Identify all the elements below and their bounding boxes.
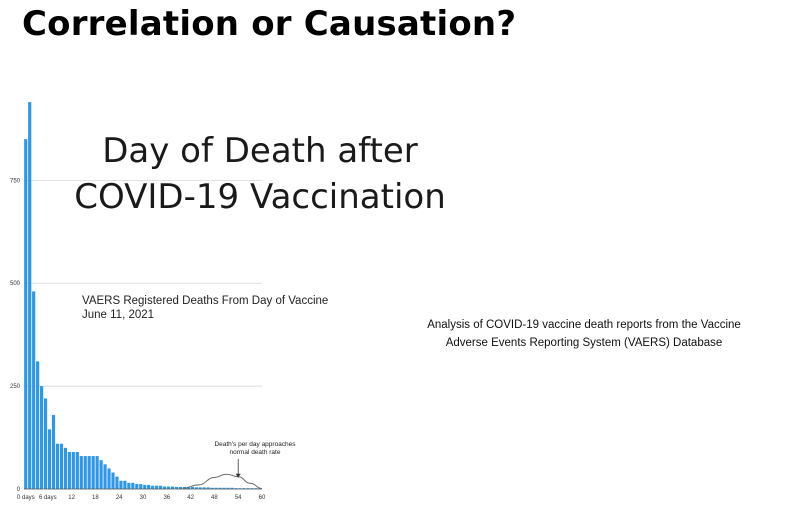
bar	[238, 488, 242, 489]
x-tick-label: 48	[211, 495, 218, 501]
bar	[147, 484, 151, 489]
x-tick-label: 6 days	[39, 495, 57, 501]
bar	[206, 487, 210, 489]
chart-title-line: COVID-19 Vaccination	[74, 177, 446, 217]
bar	[67, 451, 71, 489]
annotation-line: Death's per day approaches	[214, 441, 296, 448]
bar	[71, 451, 75, 489]
bar	[55, 443, 60, 489]
bar	[51, 414, 56, 489]
x-tick-label: 12	[68, 495, 75, 501]
bar	[214, 487, 218, 489]
bar	[230, 487, 234, 489]
bar	[59, 443, 64, 489]
chart-annotation: Death's per day approaches normal death …	[190, 441, 320, 456]
bar	[43, 398, 48, 489]
bar	[222, 487, 226, 489]
bar	[143, 484, 147, 489]
bar	[135, 484, 139, 489]
bar	[190, 486, 194, 489]
description-line: Adverse Events Reporting System (VAERS) …	[445, 337, 723, 349]
x-tick-label: 60	[259, 495, 266, 501]
bar	[198, 487, 202, 489]
y-tick-label: 0	[17, 487, 21, 493]
bar	[162, 486, 167, 489]
bar	[79, 456, 83, 489]
bar	[28, 102, 32, 490]
slide-title: Correlation or Causation?	[22, 4, 517, 44]
x-tick-label: 30	[140, 495, 147, 501]
bar	[63, 447, 67, 489]
bar	[218, 487, 222, 489]
bar	[127, 482, 131, 489]
normal-rate-curve	[182, 459, 263, 490]
bar	[47, 429, 52, 489]
chart-title: Day of Death after COVID-19 Vaccination	[60, 128, 460, 220]
bar	[103, 464, 107, 489]
bar	[186, 486, 190, 489]
annotation-line: normal death rate	[229, 448, 281, 456]
bar	[139, 484, 143, 489]
slide-description: Analysis of COVID-19 vaccine death repor…	[404, 316, 764, 352]
x-tick-label: 24	[116, 495, 123, 501]
chart-subtitle-line: June 11, 2021	[82, 309, 155, 321]
y-tick-label: 250	[10, 384, 21, 390]
bar	[178, 486, 183, 489]
bar	[115, 476, 119, 489]
description-line: Analysis of COVID-19 vaccine death repor…	[427, 319, 741, 331]
bars	[24, 102, 262, 490]
axes: 0 250 500 750 0 days 6 days 12 18 24 30 36 42 48 54 60	[10, 178, 266, 501]
bar	[75, 451, 79, 489]
bar	[40, 386, 44, 489]
bar	[254, 488, 258, 489]
bar	[95, 456, 99, 489]
bar	[246, 488, 250, 489]
bar	[32, 291, 36, 489]
chart-title-line: Day of Death after	[102, 131, 418, 171]
x-tick-label: 36	[163, 495, 170, 501]
bar	[210, 487, 214, 489]
bar	[87, 456, 91, 489]
bar	[159, 485, 163, 489]
bar	[242, 488, 246, 489]
annotation-arrow-head	[235, 473, 241, 478]
bar	[24, 139, 28, 489]
x-tick-label: 54	[235, 495, 242, 501]
bar	[234, 488, 238, 489]
bar	[83, 456, 87, 489]
y-tick-label: 750	[10, 178, 21, 184]
bar	[91, 456, 95, 489]
normal-rate-curve-path	[182, 473, 263, 490]
bar	[131, 482, 135, 489]
bar	[194, 487, 198, 489]
bar	[174, 486, 179, 489]
bar	[111, 472, 115, 489]
bar	[170, 486, 175, 489]
bar	[250, 488, 254, 489]
bar	[151, 485, 155, 489]
y-tick-label: 500	[10, 281, 21, 287]
x-tick-label: 18	[92, 495, 99, 501]
chart-subtitle: VAERS Registered Deaths From Day of Vacc…	[82, 294, 328, 322]
bar	[226, 487, 230, 489]
bar	[99, 460, 103, 489]
x-tick-label: 0 days	[17, 495, 35, 501]
chart-subtitle-line: VAERS Registered Deaths From Day of Vacc…	[82, 295, 329, 307]
bar	[166, 486, 171, 489]
bar	[123, 480, 127, 489]
bar	[107, 468, 111, 489]
bar	[155, 485, 159, 489]
bar	[202, 487, 206, 489]
bar	[36, 361, 40, 489]
x-tick-label: 42	[187, 495, 194, 501]
bar	[119, 480, 123, 489]
